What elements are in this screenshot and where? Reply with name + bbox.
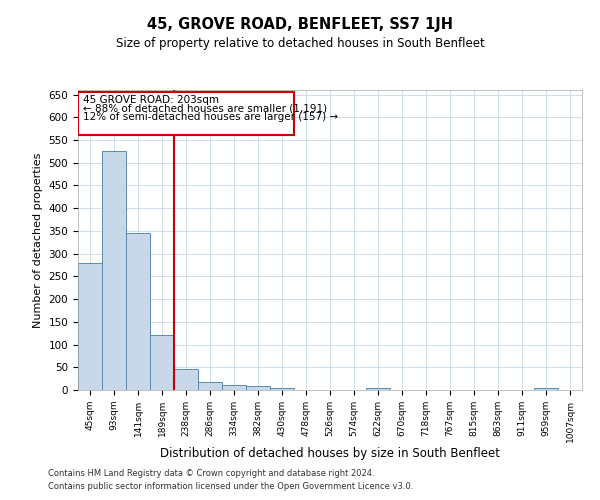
Text: Size of property relative to detached houses in South Benfleet: Size of property relative to detached ho… bbox=[116, 38, 484, 51]
Bar bbox=[102, 152, 126, 390]
Text: ← 88% of detached houses are smaller (1,191): ← 88% of detached houses are smaller (1,… bbox=[83, 104, 327, 114]
Bar bbox=[126, 233, 150, 390]
Bar bbox=[222, 386, 246, 390]
Bar bbox=[198, 382, 222, 390]
Bar bbox=[78, 262, 102, 390]
Bar bbox=[246, 386, 270, 390]
Bar bbox=[174, 368, 198, 390]
Text: Contains public sector information licensed under the Open Government Licence v3: Contains public sector information licen… bbox=[48, 482, 413, 491]
Text: 12% of semi-detached houses are larger (157) →: 12% of semi-detached houses are larger (… bbox=[83, 112, 338, 122]
X-axis label: Distribution of detached houses by size in South Benfleet: Distribution of detached houses by size … bbox=[160, 448, 500, 460]
FancyBboxPatch shape bbox=[78, 92, 294, 136]
Text: Contains HM Land Registry data © Crown copyright and database right 2024.: Contains HM Land Registry data © Crown c… bbox=[48, 468, 374, 477]
Bar bbox=[534, 388, 558, 390]
Text: 45, GROVE ROAD, BENFLEET, SS7 1JH: 45, GROVE ROAD, BENFLEET, SS7 1JH bbox=[147, 18, 453, 32]
Y-axis label: Number of detached properties: Number of detached properties bbox=[33, 152, 43, 328]
Bar bbox=[270, 388, 294, 390]
Bar bbox=[366, 388, 390, 390]
Bar bbox=[150, 336, 174, 390]
Text: 45 GROVE ROAD: 203sqm: 45 GROVE ROAD: 203sqm bbox=[83, 96, 219, 106]
